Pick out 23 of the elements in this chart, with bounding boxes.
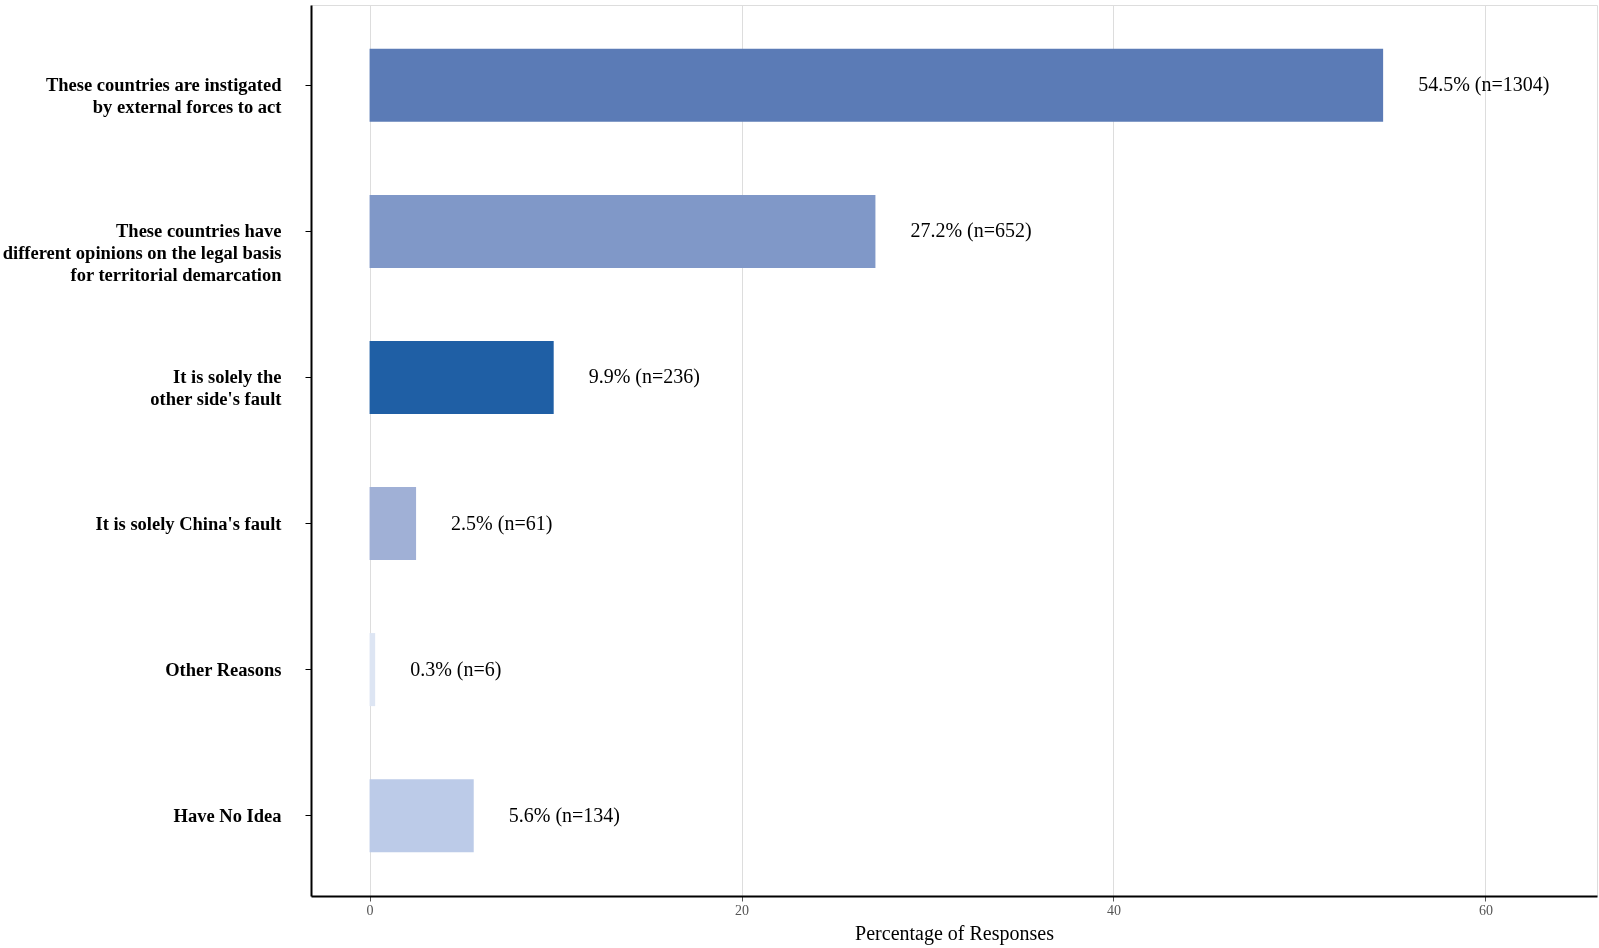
x-axis-title: Percentage of Responses	[855, 921, 1055, 945]
data-label: 27.2% (n=652)	[910, 219, 1032, 243]
bar	[369, 487, 417, 561]
x-tick-label: 40	[1106, 902, 1121, 918]
y-tick-label: These countries are instigated by external forces to act	[45, 75, 283, 118]
y-tick-label: It is solely China's fault	[95, 513, 283, 534]
x-tick-label: 20	[735, 902, 750, 918]
data-label: 54.5% (n=1304)	[1418, 73, 1550, 97]
y-tick-label: Other Reasons	[165, 659, 282, 680]
y-tick-label: It is solely the other side's fault	[150, 367, 283, 410]
data-label: 5.6% (n=134)	[508, 803, 620, 827]
bar	[369, 48, 1384, 122]
y-tick-label: These countries have different opinions on the legal basis for territorial demarcation	[2, 221, 283, 286]
bar	[369, 194, 876, 268]
bar	[369, 340, 554, 414]
x-tick-label: 60	[1478, 902, 1493, 918]
data-label: 9.9% (n=236)	[588, 365, 700, 389]
bar	[369, 633, 376, 707]
bar	[369, 779, 474, 853]
y-tick-label: Have No Idea	[173, 805, 282, 826]
x-tick-label: 0	[366, 902, 374, 918]
data-label: 0.3% (n=6)	[410, 657, 502, 681]
data-label: 2.5% (n=61)	[451, 511, 553, 535]
